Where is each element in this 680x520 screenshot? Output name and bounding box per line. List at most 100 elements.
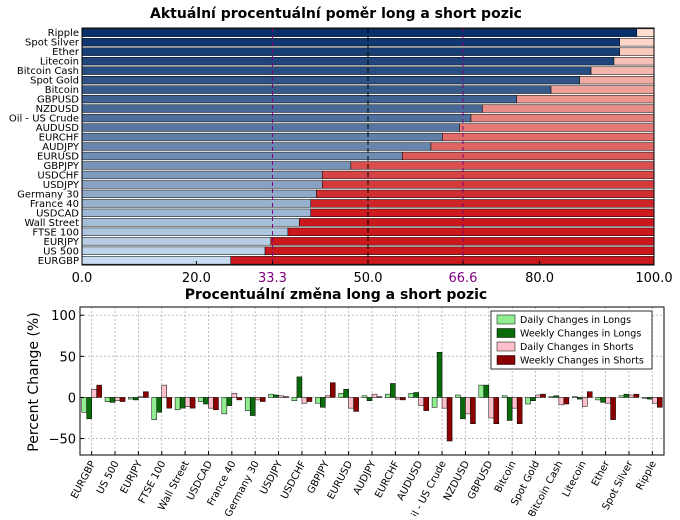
- daily-changes-in-longs-bar-bitcoin: [501, 395, 508, 398]
- daily-changes-in-longs-bar-spot-gold: [525, 397, 531, 405]
- long-bar-ether: [81, 47, 620, 56]
- long-bar-nzdusd: [81, 104, 483, 113]
- top-category-label: GBPUSD: [37, 95, 79, 106]
- daily-changes-in-longs-bar-oil-us-crude: [431, 397, 438, 408]
- short-bar-ether: [619, 47, 655, 56]
- weekly-changes-in-shorts-bar-nzdusd: [470, 397, 476, 425]
- top-category-label: USDJPY: [43, 180, 80, 191]
- daily-changes-in-longs-bar-usdcad: [198, 397, 204, 402]
- bottom-legend: Daily Changes in Longs Weekly Changes in …: [490, 310, 653, 370]
- legend-label-weekly-changes-in-shorts: Weekly Changes in Shorts: [520, 356, 644, 367]
- bottom-category-label: Bitcoin: [493, 459, 519, 494]
- daily-changes-in-shorts-bar-usdchf: [301, 397, 308, 404]
- long-bar-spot-silver: [81, 38, 620, 47]
- short-bar-ftse-100: [287, 227, 655, 236]
- daily-changes-in-longs-bar-gbpusd: [478, 384, 485, 398]
- bottom-y-tick-label: 50: [59, 350, 76, 365]
- daily-changes-in-shorts-bar-litecoin: [581, 397, 588, 407]
- long-bar-audjpy: [81, 142, 432, 151]
- long-bar-usdchf: [81, 170, 323, 180]
- legend-box: [490, 310, 653, 370]
- weekly-changes-in-shorts-bar-us-500: [119, 397, 126, 402]
- weekly-changes-in-shorts-bar-eurjpy: [143, 391, 149, 398]
- top-category-label: FTSE 100: [32, 227, 79, 238]
- short-bar-bitcoin-cash: [590, 66, 655, 75]
- weekly-changes-in-shorts-bar-usdchf: [306, 397, 313, 402]
- daily-changes-in-shorts-bar-audusd: [418, 397, 424, 406]
- top-category-label: NZDUSD: [36, 104, 80, 115]
- short-bar-ripple: [636, 28, 655, 37]
- weekly-changes-in-longs-bar-ether: [600, 397, 606, 403]
- daily-changes-in-longs-bar-eurgbp: [81, 397, 87, 413]
- daily-changes-in-shorts-bar-ripple: [652, 397, 658, 404]
- weekly-changes-in-shorts-bar-gbpjpy: [330, 382, 336, 398]
- daily-changes-in-shorts-bar-wall-street: [184, 397, 191, 407]
- daily-changes-in-shorts-bar-gbpjpy: [325, 395, 331, 398]
- weekly-changes-in-longs-bar-spot-silver: [623, 393, 630, 398]
- weekly-changes-in-shorts-bar-ftse-100: [166, 397, 173, 409]
- short-bar-gbpusd: [516, 94, 655, 104]
- short-bar-nzdusd: [482, 104, 655, 113]
- long-bar-us-500: [81, 246, 266, 255]
- weekly-changes-in-shorts-bar-ripple: [657, 397, 663, 408]
- weekly-changes-in-longs-bar-audusd: [413, 392, 419, 398]
- daily-changes-in-longs-bar-nzdusd: [455, 394, 461, 398]
- daily-changes-in-shorts-bar-spot-gold: [535, 394, 541, 398]
- short-bar-usdjpy: [321, 180, 655, 189]
- weekly-changes-in-shorts-bar-audusd: [423, 397, 429, 411]
- weekly-changes-in-longs-bar-wall-street: [179, 397, 186, 409]
- weekly-changes-in-longs-bar-france-40: [226, 397, 233, 406]
- weekly-changes-in-shorts-bar-eurchf: [400, 397, 406, 401]
- daily-changes-in-shorts-bar-eurgbp: [91, 388, 97, 398]
- weekly-changes-in-shorts-bar-eurgbp: [96, 384, 102, 398]
- short-bar-eurgbp: [230, 256, 655, 265]
- long-bar-litecoin: [81, 57, 615, 66]
- top-category-label: AUDJPY: [42, 142, 80, 153]
- daily-changes-in-shorts-bar-eurchf: [395, 397, 401, 400]
- long-bar-gbpusd: [81, 94, 517, 104]
- bottom-plot-frame: [79, 306, 665, 456]
- daily-changes-in-longs-bar-wall-street: [174, 397, 181, 411]
- daily-changes-in-longs-bar-eurchf: [385, 393, 391, 398]
- legend-swatch-daily-changes-in-longs: [496, 314, 516, 325]
- weekly-changes-in-shorts-bar-bitcoin: [516, 397, 523, 425]
- top-category-label: Ether: [52, 47, 80, 58]
- daily-changes-in-shorts-bar-oil-us-crude: [441, 397, 448, 409]
- top-category-label: USDCHF: [37, 170, 79, 181]
- weekly-changes-in-shorts-bar-usdcad: [213, 397, 219, 411]
- daily-changes-in-longs-bar-usdchf: [291, 397, 298, 401]
- weekly-changes-in-shorts-bar-gbpusd: [493, 397, 500, 425]
- top-category-label: AUDUSD: [36, 123, 80, 134]
- short-bar-wall-street: [299, 218, 655, 227]
- top-category-label: USDCAD: [36, 208, 79, 219]
- daily-changes-in-longs-bar-litecoin: [571, 396, 578, 398]
- weekly-changes-in-longs-bar-gbpjpy: [320, 397, 326, 408]
- top-x-tick-label: 66.6: [448, 271, 477, 286]
- daily-changes-in-longs-bar-ripple: [642, 397, 648, 399]
- daily-changes-in-longs-bar-eurjpy: [128, 397, 134, 400]
- long-bar-eurgbp: [81, 256, 231, 265]
- daily-changes-in-longs-bar-audjpy: [361, 395, 368, 398]
- bottom-category-label: EURGBP: [69, 459, 98, 501]
- short-bar-litecoin: [613, 57, 655, 66]
- daily-changes-in-longs-bar-ftse-100: [151, 397, 158, 420]
- top-x-tick-label: 20.0: [182, 271, 211, 286]
- top-x-tick-label: 80.0: [525, 271, 554, 286]
- weekly-changes-in-shorts-bar-oil-us-crude: [446, 397, 453, 442]
- short-bar-france-40: [310, 199, 655, 208]
- top-category-label: US 500: [43, 246, 79, 257]
- top-category-label: Ripple: [48, 28, 79, 39]
- weekly-changes-in-longs-bar-eurchf: [390, 383, 396, 398]
- short-bar-audjpy: [430, 142, 655, 151]
- daily-changes-in-longs-bar-bitcoin-cash: [548, 396, 555, 398]
- daily-changes-in-shorts-bar-germany-30: [254, 397, 261, 401]
- top-category-label: Spot Silver: [25, 38, 80, 49]
- daily-changes-in-longs-bar-gbpjpy: [315, 397, 321, 404]
- long-bar-france-40: [81, 199, 312, 208]
- daily-changes-in-shorts-bar-usdjpy: [278, 395, 284, 398]
- long-bar-usdjpy: [81, 180, 323, 189]
- weekly-changes-in-longs-bar-ftse-100: [156, 397, 163, 413]
- top-category-label: EURCHF: [39, 133, 80, 144]
